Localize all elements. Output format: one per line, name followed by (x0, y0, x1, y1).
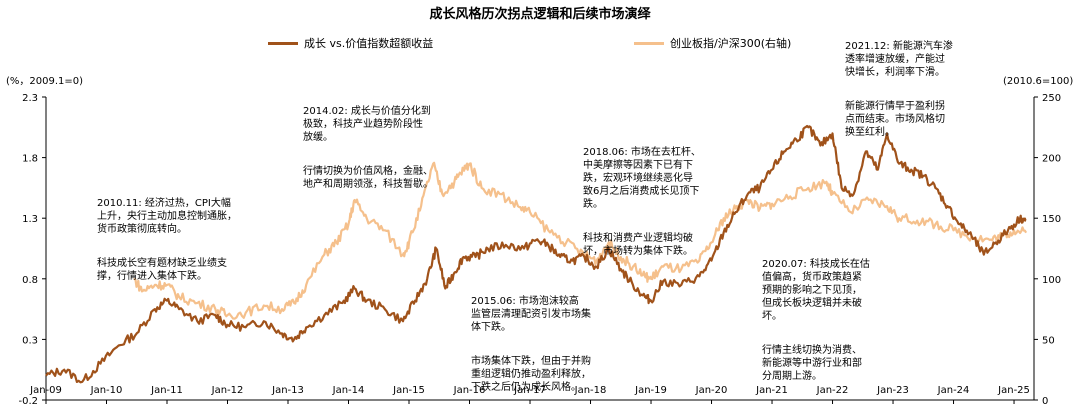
annotation-2021-12-event: 2021.12: 新能源汽车渗 透率增速放缓，产能过 快增长，利润率下滑。 (845, 40, 985, 79)
right-tick-label: 200 (1042, 154, 1061, 165)
x-tick-label: Jan-11 (150, 385, 183, 396)
annotation-2014-02-event: 2014.02: 成长与价值分化到 极致，科技产业趋势阶段性 放缓。 (303, 105, 473, 144)
annotation-2020-07-result: 行情主线切换为消费、 新能源等中游行业和部 分周期上游。 (762, 344, 902, 383)
annotation-2018-06: 2018.06: 市场在去杠杆、 中美摩擦等因素下已有下 跌，宏观环境继续恶化导… (583, 133, 733, 279)
right-tick-label: 0 (1042, 396, 1048, 407)
x-tick-label: Jan-13 (271, 385, 304, 396)
right-tick-label: 100 (1042, 275, 1061, 286)
left-tick-label: 1.8 (22, 154, 38, 165)
left-tick-label: -0.2 (18, 396, 38, 407)
annotation-2020-07-event: 2020.07: 科技成长在估 值偏高，货币政策趋紧 预期的影响之下见顶， 但成… (762, 258, 902, 323)
x-tick-label: Jan-24 (937, 385, 970, 396)
x-tick-label: Jan-09 (29, 385, 62, 396)
x-tick-label: Jan-20 (695, 385, 728, 396)
annotation-2010-11-event: 2010.11: 经济过热，CPI大幅 上升，央行主动加息控制通胀， 货币政策彻… (97, 197, 297, 236)
annotation-2018-06-event: 2018.06: 市场在去杠杆、 中美摩擦等因素下已有下 跌，宏观环境继续恶化导… (583, 146, 733, 211)
annotation-2015-06: 2015.06: 市场泡沫较高 监管层清理配资引发市场集 体下跌。 市场集体下跌… (471, 282, 631, 415)
x-tick-label: Jan-10 (90, 385, 123, 396)
annotation-2015-06-event: 2015.06: 市场泡沫较高 监管层清理配资引发市场集 体下跌。 (471, 295, 631, 334)
x-tick-label: Jan-25 (997, 385, 1030, 396)
x-tick-label: Jan-14 (332, 385, 365, 396)
annotation-2020-07: 2020.07: 科技成长在估 值偏高，货币政策趋紧 预期的影响之下见顶， 但成… (762, 245, 902, 404)
annotation-2021-12: 2021.12: 新能源汽车渗 透率增速放缓，产能过 快增长，利润率下滑。 新能… (845, 27, 985, 160)
annotation-2014-02: 2014.02: 成长与价值分化到 极致，科技产业趋势阶段性 放缓。 行情切换为… (303, 92, 473, 212)
annotation-2010-11-result: 科技成长空有题材缺乏业绩支 撑，行情进入集体下跌。 (97, 257, 297, 283)
left-tick-label: 1.3 (22, 214, 38, 225)
right-tick-label: 50 (1042, 335, 1055, 346)
x-tick-label: Jan-19 (634, 385, 667, 396)
left-tick-label: 0.3 (22, 335, 38, 346)
annotation-2018-06-result: 科技和消费产业逻辑均破 坏，市场转为集体下跌。 (583, 232, 733, 258)
left-tick-label: 2.3 (22, 93, 38, 104)
x-tick-label: Jan-12 (211, 385, 244, 396)
right-tick-label: 250 (1042, 93, 1061, 104)
x-tick-label: Jan-15 (392, 385, 425, 396)
annotation-2010-11: 2010.11: 经济过热，CPI大幅 上升，央行主动加息控制通胀， 货币政策彻… (97, 184, 297, 304)
annotation-2021-12-result: 新能源行情早于盈利拐 点而结束。市场风格切 换至红利。 (845, 100, 985, 139)
right-tick-label: 150 (1042, 214, 1061, 225)
annotation-2015-06-result: 市场集体下跌，但由于并购 重组逻辑仍推动盈利释放， 下跌之后仍为成长风格。 (471, 355, 631, 394)
annotation-2014-02-result: 行情切换为价值风格，金融、 地产和周期领涨，科技暂歇。 (303, 165, 473, 191)
left-tick-label: 0.8 (22, 275, 38, 286)
